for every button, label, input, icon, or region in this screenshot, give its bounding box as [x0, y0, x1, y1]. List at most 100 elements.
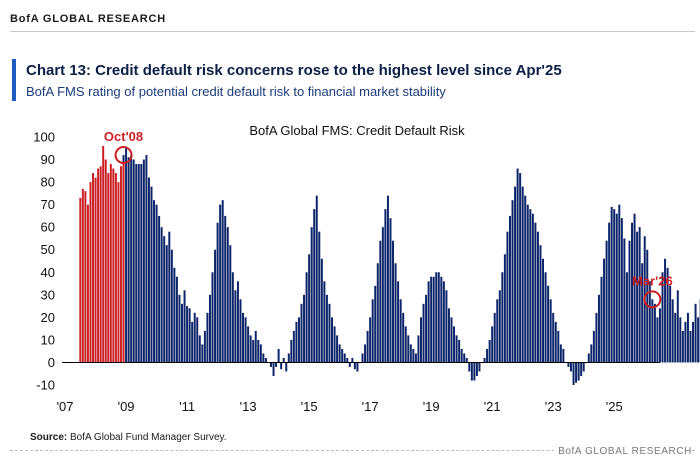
chart-title: Chart 13: Credit default risk concerns r… — [26, 62, 562, 79]
x-tick-label: '07 — [57, 399, 74, 414]
bar — [137, 164, 140, 363]
bar — [369, 317, 372, 363]
bar — [542, 258, 545, 363]
bar — [198, 335, 201, 363]
x-tick-label: '13 — [240, 399, 257, 414]
bar — [419, 317, 422, 363]
bar — [295, 321, 298, 363]
bar — [623, 238, 626, 363]
credit-default-risk-chart: BofA Global FMS: Credit Default Risk -10 0… — [33, 123, 700, 414]
bar — [633, 213, 636, 363]
bar — [208, 294, 211, 363]
bar — [638, 227, 641, 363]
bar — [201, 344, 204, 363]
bar — [417, 335, 420, 363]
bar — [79, 197, 82, 363]
chart-subtitle: BofA FMS rating of potential credit defa… — [26, 84, 446, 99]
bar — [529, 209, 532, 363]
bar — [259, 344, 262, 363]
bar — [610, 206, 613, 363]
bar — [112, 168, 115, 363]
bar — [336, 335, 339, 363]
bar — [229, 245, 232, 363]
bar — [689, 330, 692, 363]
bar — [343, 353, 346, 363]
bar — [257, 339, 260, 363]
bar — [282, 357, 285, 363]
bar — [580, 362, 583, 376]
bar — [590, 344, 593, 363]
x-tick-label: '17 — [362, 399, 379, 414]
bar — [104, 159, 107, 363]
bar — [386, 195, 389, 363]
bar — [669, 285, 672, 363]
bar — [618, 204, 621, 363]
header-divider — [10, 31, 695, 32]
bar — [191, 321, 194, 363]
x-tick-label: '11 — [179, 399, 195, 414]
bar — [427, 281, 430, 363]
bar — [511, 200, 514, 363]
bar — [613, 209, 616, 363]
source-note: Source: BofA Global Fund Manager Survey. — [30, 432, 227, 443]
bar — [102, 146, 105, 363]
bar — [173, 267, 176, 363]
bar — [287, 353, 290, 363]
bar — [544, 272, 547, 363]
bar — [562, 348, 565, 363]
bar — [557, 330, 560, 363]
bar — [636, 231, 639, 363]
chart-inner-title: BofA Global FMS: Credit Default Risk — [249, 123, 465, 138]
bar — [196, 317, 199, 363]
bar — [501, 272, 504, 363]
bar — [323, 281, 326, 363]
bar — [592, 330, 595, 363]
bar — [328, 303, 331, 363]
bar — [587, 353, 590, 363]
bar — [160, 227, 163, 363]
bar — [442, 281, 445, 363]
bar — [549, 299, 552, 363]
bar — [140, 164, 143, 363]
bar — [206, 312, 209, 363]
bar — [361, 353, 364, 363]
bar — [397, 281, 400, 363]
y-tick-label: 100 — [33, 130, 55, 145]
bar — [315, 195, 318, 363]
bar — [269, 362, 272, 367]
bar — [147, 177, 150, 363]
x-tick-label: '21 — [484, 399, 501, 414]
bar — [366, 330, 369, 363]
bar — [275, 362, 278, 367]
bar — [376, 263, 379, 363]
bar — [521, 186, 524, 363]
bar — [570, 362, 572, 372]
bar — [264, 357, 267, 363]
source-label: Source: — [30, 432, 68, 443]
bar — [310, 227, 313, 363]
bar — [432, 276, 435, 363]
y-tick-label: 30 — [41, 287, 55, 302]
bar — [338, 344, 341, 363]
bar — [231, 272, 234, 363]
bar — [658, 308, 661, 363]
bar — [435, 272, 438, 363]
bar — [249, 335, 252, 363]
bar — [608, 222, 611, 363]
bar — [234, 290, 237, 363]
bar — [226, 227, 229, 363]
bar — [664, 258, 667, 363]
bar — [468, 362, 471, 372]
bar — [381, 227, 384, 363]
bar — [674, 312, 677, 363]
bar — [356, 362, 359, 372]
bar — [127, 157, 130, 363]
bar — [681, 330, 684, 363]
y-tick-label: -10 — [36, 378, 55, 393]
bar — [615, 213, 618, 363]
bar — [407, 335, 410, 363]
bar — [498, 290, 501, 363]
bar — [280, 362, 283, 370]
bar — [254, 330, 257, 363]
bar — [262, 353, 265, 363]
